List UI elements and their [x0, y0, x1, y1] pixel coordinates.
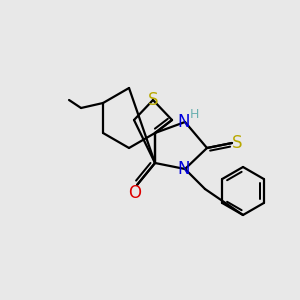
Text: N: N: [178, 160, 190, 178]
Text: S: S: [232, 134, 242, 152]
Text: O: O: [128, 184, 142, 202]
Text: N: N: [178, 113, 190, 131]
Text: S: S: [148, 91, 158, 109]
Text: H: H: [189, 107, 199, 121]
